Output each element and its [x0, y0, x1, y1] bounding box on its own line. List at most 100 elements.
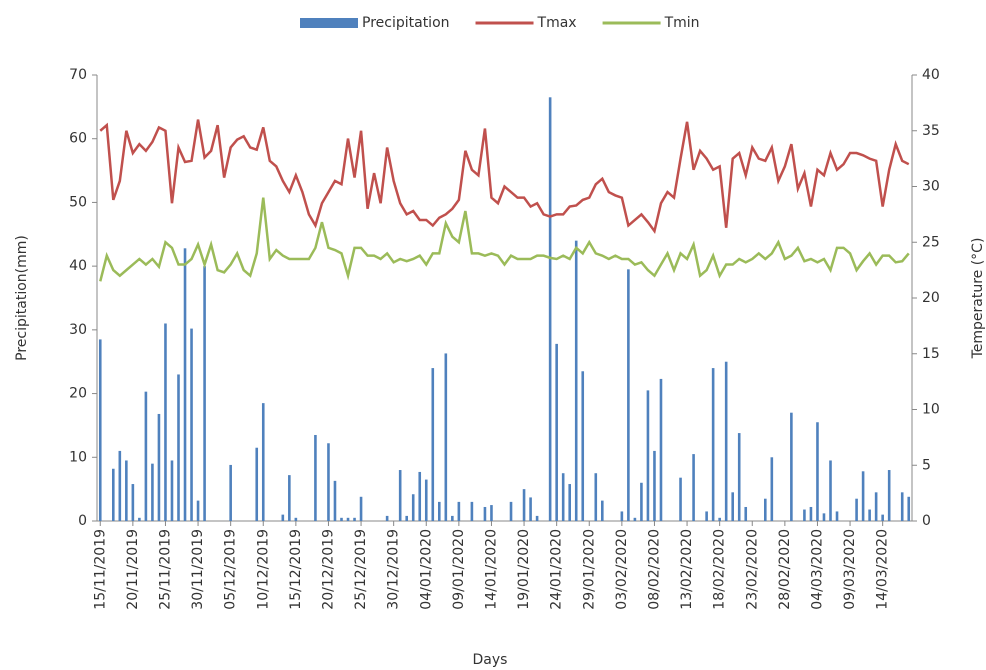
- bar: [522, 489, 526, 521]
- y2-tick-label: 20: [922, 290, 940, 306]
- x-tick-label: 04/03/2020: [809, 529, 825, 610]
- bar: [568, 484, 571, 521]
- y2-tick-label: 10: [922, 402, 940, 418]
- bar: [861, 471, 865, 521]
- line: [99, 119, 910, 235]
- bar: [327, 443, 330, 521]
- bar: [509, 501, 513, 521]
- bar: [764, 498, 767, 521]
- bar: [633, 517, 637, 521]
- x-tick-label: 30/11/2019: [190, 529, 206, 610]
- x-tick-label: 28/02/2020: [777, 529, 793, 610]
- y2-tick-label: 0: [922, 513, 931, 529]
- bar: [144, 391, 148, 521]
- bar: [561, 473, 565, 521]
- bar: [196, 500, 200, 521]
- bar: [405, 515, 408, 521]
- y-tick-label: 50: [69, 194, 87, 210]
- bar: [98, 339, 102, 521]
- y2-tick-label: 40: [922, 67, 940, 83]
- bar: [346, 517, 350, 521]
- x-tick-label: 14/01/2020: [483, 529, 499, 610]
- y2-tick-label: 5: [922, 457, 931, 473]
- bar: [203, 266, 206, 521]
- bar: [790, 412, 793, 521]
- bar: [548, 97, 552, 522]
- y2-tick-label: 15: [922, 346, 940, 362]
- y-tick-label: 60: [69, 131, 87, 147]
- y-tick-label: 30: [69, 322, 87, 338]
- bar: [314, 434, 317, 521]
- x-tick-label: 14/03/2020: [875, 529, 891, 610]
- bar: [164, 323, 167, 521]
- x-tick-label: 03/02/2020: [614, 529, 630, 610]
- bar: [594, 473, 598, 521]
- bar: [490, 505, 493, 521]
- y-tick-label: 20: [69, 386, 87, 402]
- bar: [125, 460, 128, 521]
- x-tick-label: 20/11/2019: [125, 529, 141, 610]
- legend-label: Tmin: [664, 15, 700, 31]
- bar: [131, 484, 135, 521]
- x-tick-label: 25/11/2019: [157, 529, 173, 610]
- bar: [711, 368, 715, 521]
- bar: [444, 353, 448, 521]
- bar: [555, 343, 558, 521]
- bar: [803, 509, 806, 521]
- x-tick-label: 04/01/2020: [418, 529, 434, 610]
- bar: [620, 511, 624, 521]
- bar: [261, 403, 265, 521]
- bar: [170, 460, 174, 521]
- legend-label: Precipitation: [362, 15, 450, 31]
- x-tick-label: 24/01/2020: [549, 529, 565, 610]
- bar: [653, 450, 656, 521]
- y2-axis-label: Temperature (°C): [970, 238, 986, 360]
- bar: [907, 496, 911, 521]
- bar: [353, 517, 356, 521]
- bar: [770, 457, 774, 521]
- y-axis-label: Precipitation(mm): [14, 235, 30, 361]
- bar: [157, 413, 161, 521]
- bar: [112, 468, 115, 521]
- bar: [118, 450, 122, 521]
- bar: [646, 390, 650, 521]
- bar: [190, 328, 193, 521]
- x-tick-label: 10/12/2019: [255, 529, 271, 610]
- bar: [731, 492, 734, 521]
- y-tick-label: 70: [69, 67, 87, 83]
- bar: [535, 515, 539, 521]
- bar: [424, 479, 428, 521]
- y2-tick-label: 25: [922, 234, 940, 250]
- x-tick-label: 19/01/2020: [516, 529, 532, 610]
- x-tick-label: 30/12/2019: [386, 529, 402, 610]
- bar: [418, 471, 422, 521]
- x-tick-label: 20/12/2019: [320, 529, 336, 610]
- x-tick-label: 08/02/2020: [646, 529, 662, 610]
- bar: [887, 470, 891, 521]
- legend-label: Tmax: [537, 15, 577, 31]
- bar: [183, 248, 187, 521]
- bar: [229, 464, 232, 521]
- bar: [177, 374, 180, 521]
- bar: [705, 511, 708, 521]
- x-tick-label: 18/02/2020: [712, 529, 728, 610]
- bar: [470, 501, 474, 521]
- bar: [281, 514, 285, 521]
- bar: [294, 517, 298, 521]
- line: [99, 197, 910, 282]
- y-tick-label: 10: [69, 449, 87, 465]
- bar: [574, 240, 578, 521]
- bar: [822, 513, 826, 521]
- bar: [385, 515, 389, 521]
- x-tick-label: 13/02/2020: [679, 529, 695, 610]
- bar: [483, 506, 487, 521]
- bar: [829, 460, 832, 521]
- bar: [438, 501, 441, 521]
- bar: [288, 475, 291, 521]
- bar: [874, 492, 878, 521]
- bar: [718, 517, 721, 521]
- bar: [529, 497, 532, 521]
- bar: [581, 371, 585, 521]
- bar: [692, 454, 695, 521]
- bar: [744, 506, 748, 521]
